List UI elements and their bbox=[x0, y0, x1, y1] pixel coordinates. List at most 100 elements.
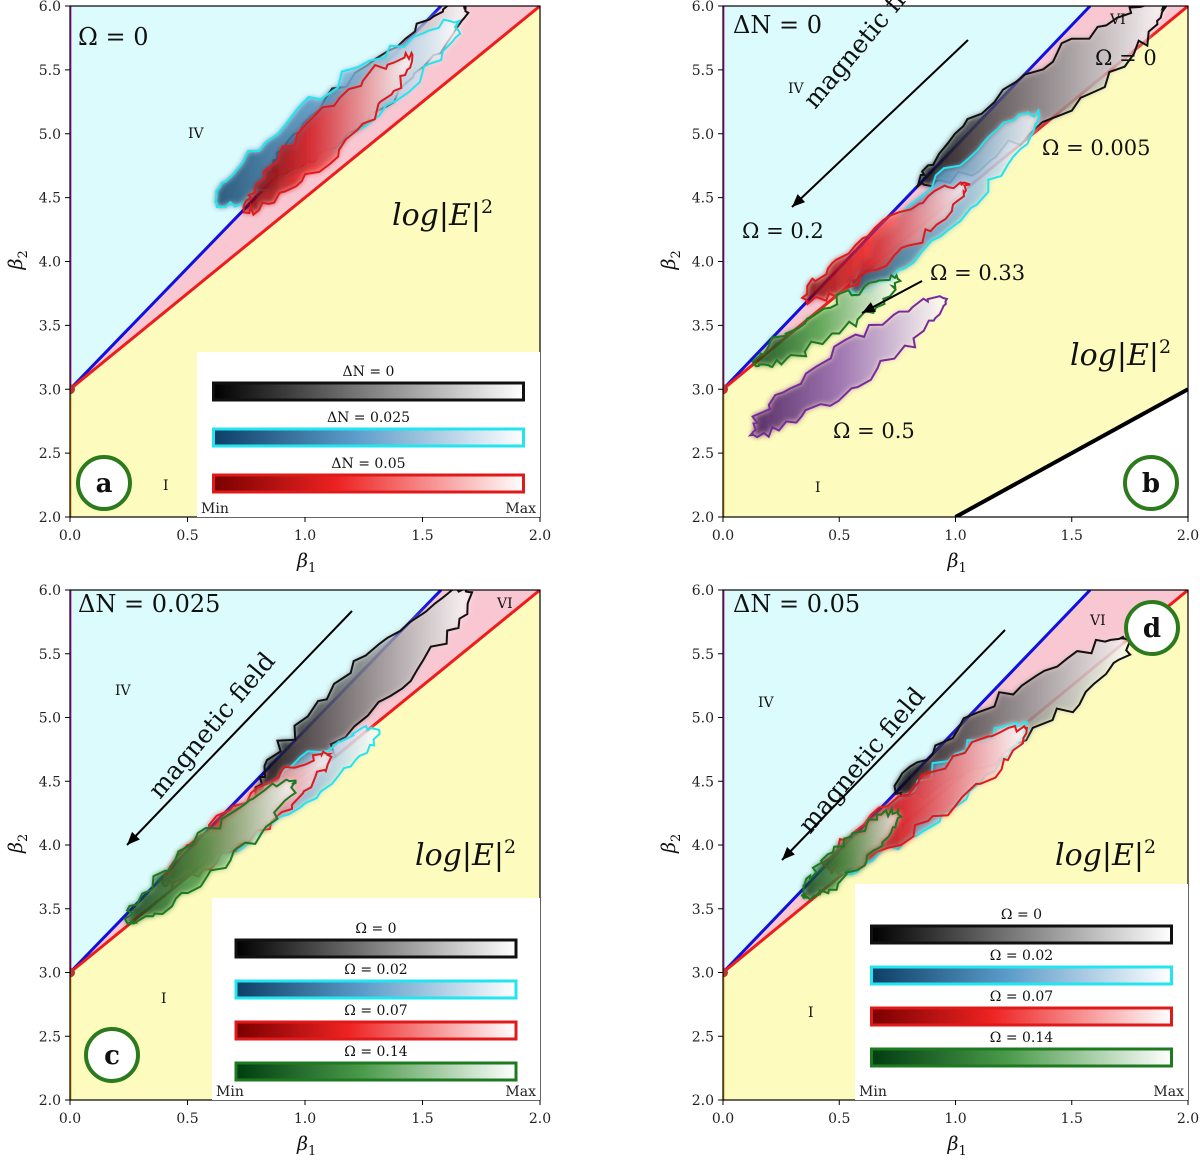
series-blob bbox=[801, 808, 902, 900]
y-tick-label: 2.0 bbox=[39, 1093, 61, 1109]
x-tick-label: 1.0 bbox=[294, 528, 316, 544]
series-blob bbox=[752, 275, 901, 367]
field-label: log|E|2 bbox=[1055, 836, 1156, 873]
legend-label: ΔN = 0.025 bbox=[327, 410, 410, 426]
x-tick-label: 1.5 bbox=[1061, 528, 1083, 544]
fixed-parameter-label: Ω = 0 bbox=[78, 23, 149, 51]
colorbar-max-label: Max bbox=[505, 501, 536, 517]
series-contour bbox=[800, 805, 904, 901]
field-label: log|E|2 bbox=[1070, 336, 1171, 373]
series-contour bbox=[242, 50, 414, 217]
series-contour bbox=[747, 295, 949, 439]
field-label: log|E|2 bbox=[415, 836, 516, 873]
panel-badge-label: d bbox=[1143, 614, 1161, 644]
y-tick-label: 4.5 bbox=[692, 191, 714, 207]
triple-point bbox=[723, 384, 728, 395]
series-contour bbox=[915, 6, 1168, 189]
legend-colorbar bbox=[234, 938, 518, 959]
x-axis-label: β1 bbox=[947, 550, 967, 576]
region-label-VI: VI bbox=[1109, 12, 1126, 28]
series-blob bbox=[802, 182, 971, 304]
y-tick-label: 6.0 bbox=[39, 0, 61, 15]
x-tick-label: 2.0 bbox=[529, 1111, 551, 1127]
series-0 bbox=[915, 6, 1168, 189]
magnetic-field-arrowhead bbox=[792, 194, 806, 207]
y-tick-label: 3.5 bbox=[39, 902, 61, 918]
series-annotation: Ω = 0.2 bbox=[742, 219, 824, 243]
y-tick-label: 6.0 bbox=[692, 583, 714, 599]
panel-badge bbox=[1123, 455, 1179, 511]
panel-b: 0.0 0.5 1.0 1.5 2.0 2.0 2.5 3.0 3.5 4.0 4.5 5.0 5.5 6… bbox=[658, 0, 1199, 576]
x-tick-label: 2.0 bbox=[1177, 1111, 1199, 1127]
series-contour bbox=[214, 18, 462, 208]
boundary-blue-line bbox=[723, 6, 1092, 391]
y-axis-label: β2 bbox=[5, 250, 31, 270]
x-tick-label: 1.0 bbox=[944, 1111, 966, 1127]
legend-label: ΔN = 0.05 bbox=[331, 456, 405, 472]
series-blob bbox=[124, 779, 296, 924]
plot-area bbox=[70, 6, 540, 517]
x-axis-label: β1 bbox=[296, 550, 316, 576]
legend-label: Ω = 0 bbox=[1001, 907, 1042, 923]
x-tick-label: 0.5 bbox=[176, 528, 198, 544]
region-label-I: I bbox=[163, 478, 169, 494]
x-tick-label: 0.0 bbox=[712, 1111, 734, 1127]
triple-point bbox=[723, 967, 728, 978]
region-label-IV: IV bbox=[758, 695, 775, 711]
y-tick-label: 6.0 bbox=[39, 583, 61, 599]
series-annotation: Ω = 0 bbox=[1095, 46, 1157, 70]
region-label-I: I bbox=[808, 1005, 814, 1021]
region-label-IV: IV bbox=[115, 683, 132, 699]
region-label-I: I bbox=[815, 480, 821, 496]
y-tick-label: 2.0 bbox=[39, 510, 61, 526]
y-tick-label: 5.5 bbox=[39, 63, 61, 79]
x-tick-label: 0.0 bbox=[712, 528, 734, 544]
series-blob bbox=[243, 52, 413, 215]
y-tick-label: 2.0 bbox=[692, 1093, 714, 1109]
magnetic-field-arrow bbox=[791, 39, 969, 208]
series-annotation: Ω = 0.33 bbox=[930, 261, 1025, 285]
legend-label: Ω = 0.02 bbox=[990, 948, 1053, 964]
y-tick-label: 4.0 bbox=[692, 838, 714, 854]
plot-area bbox=[723, 6, 1188, 517]
x-tick-label: 2.0 bbox=[529, 528, 551, 544]
colorbar-min-label: Min bbox=[859, 1084, 887, 1100]
x-tick-label: 0.5 bbox=[828, 528, 850, 544]
series-blob bbox=[917, 6, 1167, 187]
legend-colorbar bbox=[234, 1020, 518, 1041]
legend-colorbar bbox=[212, 427, 525, 448]
y-axis-label: β2 bbox=[5, 834, 31, 854]
legend-label: Ω = 0 bbox=[355, 921, 396, 937]
y-axis-label: β2 bbox=[658, 250, 684, 270]
x-tick-label: 1.0 bbox=[294, 1111, 316, 1127]
x-tick-label: 2.0 bbox=[1177, 528, 1199, 544]
boundary-red-line bbox=[70, 6, 540, 391]
y-tick-label: 4.5 bbox=[39, 191, 61, 207]
y-tick-label: 3.0 bbox=[692, 966, 714, 982]
panel-badge bbox=[1124, 600, 1180, 656]
series-annotation: Ω = 0.005 bbox=[1042, 136, 1150, 160]
legend-label: Ω = 0.07 bbox=[990, 989, 1053, 1005]
x-tick-label: 1.5 bbox=[411, 1111, 433, 1127]
y-tick-label: 2.0 bbox=[692, 510, 714, 526]
colorbar-min-label: Min bbox=[201, 501, 229, 517]
y-tick-label: 3.0 bbox=[692, 382, 714, 398]
y-tick-label: 6.0 bbox=[692, 0, 714, 15]
y-tick-label: 4.0 bbox=[39, 838, 61, 854]
panel-badge-label: b bbox=[1142, 469, 1160, 499]
triple-point bbox=[70, 384, 75, 395]
x-tick-label: 0.5 bbox=[176, 1111, 198, 1127]
x-tick-label: 0.5 bbox=[828, 1111, 850, 1127]
panel-badge bbox=[76, 455, 132, 511]
legend-colorbar bbox=[870, 1047, 1173, 1068]
magnetic-field-arrow bbox=[781, 629, 1006, 861]
legend-label: Ω = 0.14 bbox=[344, 1044, 408, 1060]
x-tick-label: 1.5 bbox=[1061, 1111, 1083, 1127]
region-label-I: I bbox=[161, 991, 167, 1007]
colorbar-max-label: Max bbox=[505, 1084, 536, 1100]
y-tick-label: 2.5 bbox=[692, 446, 714, 462]
y-tick-label: 3.0 bbox=[39, 966, 61, 982]
y-tick-label: 5.0 bbox=[692, 711, 714, 727]
panel-badge-label: a bbox=[96, 469, 113, 499]
